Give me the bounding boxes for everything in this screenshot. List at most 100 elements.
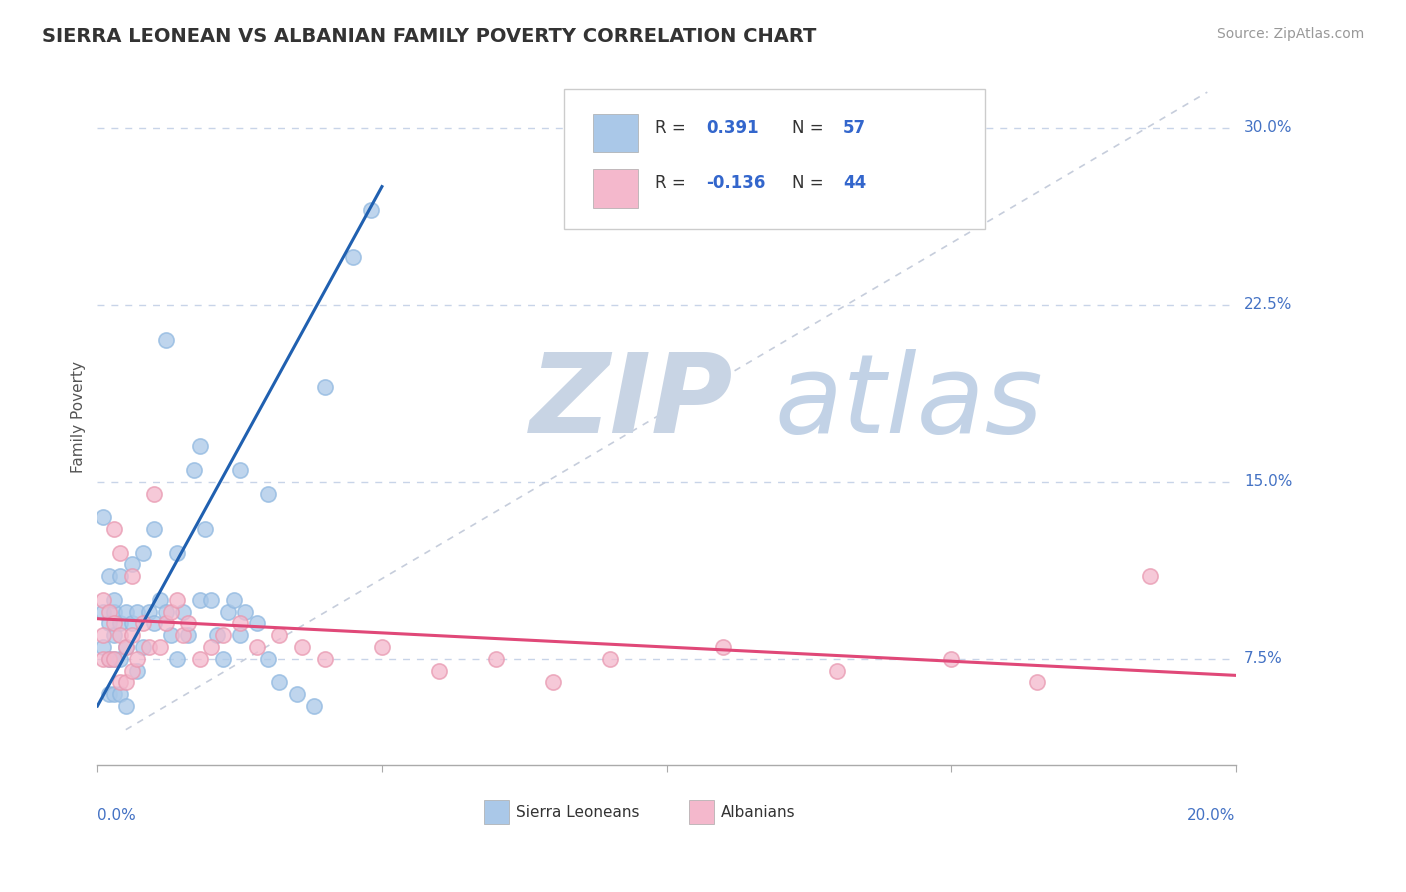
- Text: R =: R =: [655, 174, 692, 192]
- Point: [103, 628, 125, 642]
- Point: [217, 605, 239, 619]
- Point: [427, 664, 450, 678]
- Point: [291, 640, 314, 654]
- Point: [188, 592, 211, 607]
- Point: [228, 628, 250, 642]
- Point: [257, 486, 280, 500]
- Text: 44: 44: [844, 174, 866, 192]
- Point: [114, 675, 136, 690]
- Point: [166, 545, 188, 559]
- Point: [138, 605, 160, 619]
- Point: [827, 664, 849, 678]
- Point: [138, 640, 160, 654]
- Point: [485, 652, 508, 666]
- Point: [200, 592, 222, 607]
- Point: [188, 439, 211, 453]
- Point: [143, 486, 166, 500]
- Point: [103, 687, 125, 701]
- Point: [91, 592, 114, 607]
- Point: [160, 628, 183, 642]
- Text: Source: ZipAtlas.com: Source: ZipAtlas.com: [1216, 27, 1364, 41]
- Point: [121, 616, 143, 631]
- Point: [314, 380, 336, 394]
- Point: [97, 652, 120, 666]
- Point: [97, 616, 120, 631]
- Text: Sierra Leoneans: Sierra Leoneans: [516, 805, 640, 820]
- Point: [599, 652, 621, 666]
- Point: [91, 628, 114, 642]
- Point: [97, 605, 120, 619]
- Point: [155, 616, 177, 631]
- Point: [132, 616, 155, 631]
- Point: [114, 699, 136, 714]
- Point: [91, 652, 114, 666]
- Text: N =: N =: [792, 174, 828, 192]
- Text: 57: 57: [844, 119, 866, 137]
- Point: [114, 605, 136, 619]
- Point: [103, 605, 125, 619]
- Bar: [592, 169, 638, 208]
- Point: [314, 652, 336, 666]
- Point: [127, 605, 149, 619]
- Point: [155, 333, 177, 347]
- Point: [108, 652, 131, 666]
- Text: ZIP: ZIP: [530, 350, 734, 457]
- Point: [1025, 675, 1047, 690]
- Text: SIERRA LEONEAN VS ALBANIAN FAMILY POVERTY CORRELATION CHART: SIERRA LEONEAN VS ALBANIAN FAMILY POVERT…: [42, 27, 817, 45]
- Point: [160, 605, 183, 619]
- Point: [121, 558, 143, 572]
- Point: [97, 687, 120, 701]
- Bar: [592, 114, 638, 153]
- Point: [233, 605, 256, 619]
- Point: [541, 675, 564, 690]
- Point: [103, 522, 125, 536]
- Point: [97, 652, 120, 666]
- Point: [103, 652, 125, 666]
- Point: [91, 605, 114, 619]
- Text: -0.136: -0.136: [706, 174, 766, 192]
- Text: R =: R =: [655, 119, 692, 137]
- Point: [166, 592, 188, 607]
- Point: [183, 463, 205, 477]
- Point: [143, 616, 166, 631]
- Point: [149, 640, 172, 654]
- Point: [200, 640, 222, 654]
- Point: [177, 628, 200, 642]
- Bar: [485, 800, 509, 824]
- Text: 0.0%: 0.0%: [97, 807, 136, 822]
- Text: Albanians: Albanians: [721, 805, 796, 820]
- Point: [91, 510, 114, 524]
- Point: [97, 569, 120, 583]
- Point: [166, 652, 188, 666]
- Point: [205, 628, 228, 642]
- Point: [246, 640, 269, 654]
- Bar: [689, 800, 714, 824]
- Point: [302, 699, 325, 714]
- Point: [360, 203, 382, 218]
- Point: [127, 652, 149, 666]
- Text: 20.0%: 20.0%: [1188, 807, 1236, 822]
- Point: [285, 687, 308, 701]
- Point: [269, 628, 291, 642]
- Point: [108, 569, 131, 583]
- Text: 30.0%: 30.0%: [1244, 120, 1292, 135]
- Point: [246, 616, 269, 631]
- Point: [127, 664, 149, 678]
- Point: [121, 664, 143, 678]
- FancyBboxPatch shape: [564, 89, 986, 228]
- Point: [194, 522, 217, 536]
- Point: [371, 640, 394, 654]
- Point: [228, 463, 250, 477]
- Point: [121, 628, 143, 642]
- Text: 22.5%: 22.5%: [1244, 297, 1292, 312]
- Text: 0.391: 0.391: [706, 119, 759, 137]
- Point: [222, 592, 245, 607]
- Text: N =: N =: [792, 119, 828, 137]
- Point: [108, 616, 131, 631]
- Point: [1139, 569, 1161, 583]
- Point: [172, 628, 194, 642]
- Point: [211, 628, 233, 642]
- Point: [114, 640, 136, 654]
- Y-axis label: Family Poverty: Family Poverty: [72, 360, 86, 473]
- Point: [211, 652, 233, 666]
